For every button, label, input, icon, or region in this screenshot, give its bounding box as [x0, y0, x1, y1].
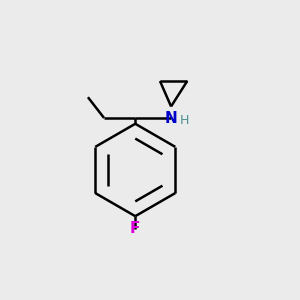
Text: H: H: [180, 114, 190, 127]
Text: F: F: [130, 221, 140, 236]
Text: N: N: [165, 110, 178, 125]
